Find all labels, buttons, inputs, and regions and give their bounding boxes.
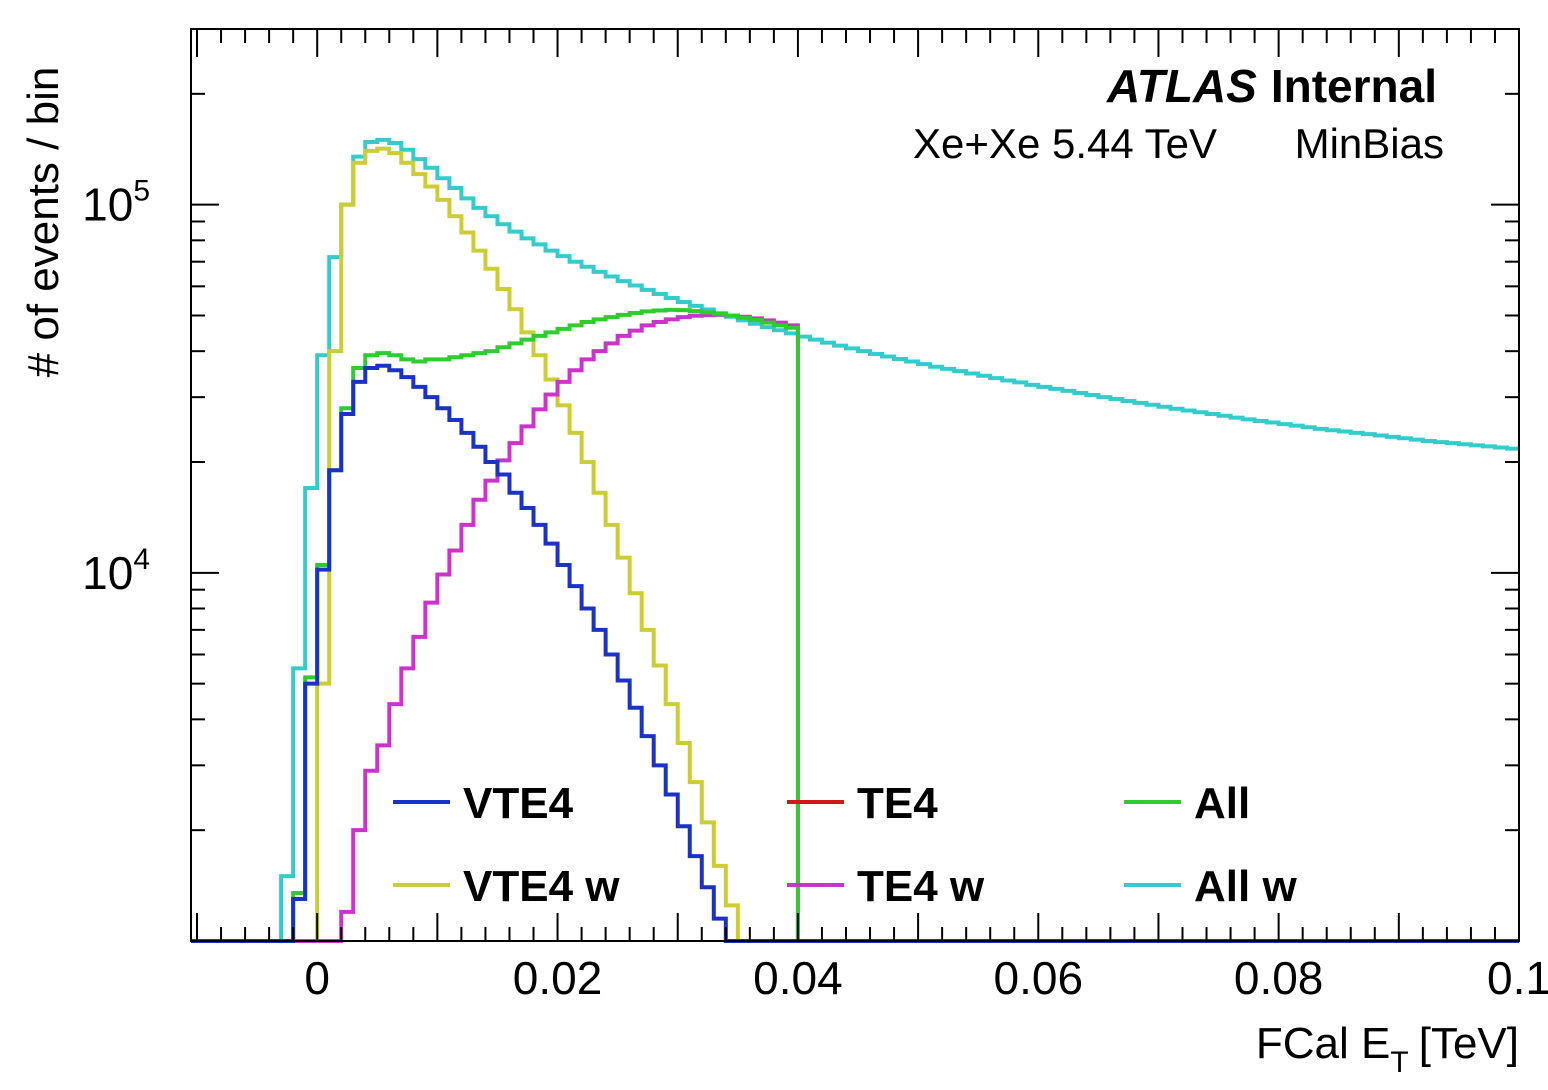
series-line-vte4-w <box>191 146 1519 943</box>
series-line-vte4 <box>191 363 1519 943</box>
collision-system-label: Xe+Xe 5.44 TeV <box>913 120 1217 167</box>
series-line-all <box>191 307 1519 943</box>
y-tick-label: 104 <box>82 543 150 599</box>
series-layer <box>191 137 1519 943</box>
atlas-status: Internal <box>1271 60 1437 112</box>
x-axis-title-main: FCal E <box>1256 1019 1390 1068</box>
y-axis-title: # of events / bin <box>19 67 68 378</box>
x-tick-label: 0 <box>304 952 330 1004</box>
legend: VTE4 TE4 All VTE4 w TE4 w All w <box>393 779 1297 911</box>
legend-label-all: All <box>1194 779 1250 828</box>
x-axis-title: FCal ET [TeV] <box>1256 1019 1519 1079</box>
x-tick-label: 0.1 <box>1487 952 1548 1004</box>
y-tick-label: 105 <box>82 175 150 231</box>
x-tick-label: 0.04 <box>753 952 843 1004</box>
legend-label-all-w: All w <box>1194 862 1297 911</box>
legend-label-vte4: VTE4 <box>463 779 574 828</box>
legend-label-te4-w: TE4 w <box>857 862 985 911</box>
atlas-label: ATLAS Internal <box>1106 60 1437 112</box>
atlas-experiment: ATLAS <box>1106 60 1257 112</box>
legend-label-te4: TE4 <box>857 779 938 828</box>
x-axis-title-unit: [TeV] <box>1419 1019 1519 1068</box>
series-line-all-w <box>191 137 1519 943</box>
x-tick-label: 0.06 <box>994 952 1084 1004</box>
plot-frame <box>190 28 1520 942</box>
trigger-label: MinBias <box>1295 120 1444 167</box>
x-axis-title-subscript: T <box>1390 1046 1408 1079</box>
ticks-layer: 0 0.02 0.04 0.06 0.08 0.1 105 104 <box>82 28 1548 1004</box>
x-tick-label: 0.08 <box>1234 952 1324 1004</box>
x-tick-label: 0.02 <box>513 952 603 1004</box>
legend-label-vte4-w: VTE4 w <box>463 862 620 911</box>
